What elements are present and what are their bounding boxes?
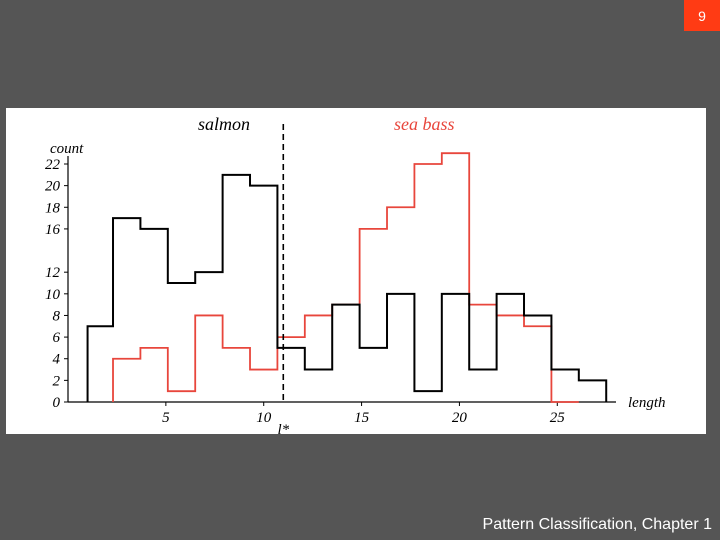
legend-sea-bass: sea bass bbox=[394, 114, 455, 134]
histogram-bin bbox=[223, 175, 250, 402]
histogram-bin bbox=[551, 370, 578, 402]
series-layer bbox=[86, 152, 608, 403]
y-tick-label: 8 bbox=[53, 308, 61, 324]
slide-number: 9 bbox=[684, 0, 720, 31]
histogram-bin bbox=[195, 272, 222, 402]
y-tick-label: 22 bbox=[45, 157, 61, 173]
histogram-bin bbox=[332, 305, 359, 402]
y-tick-label: 20 bbox=[45, 179, 61, 195]
histogram-bin bbox=[360, 348, 387, 402]
histogram-bin bbox=[250, 186, 277, 402]
slide-footer: Pattern Classification, Chapter 1 bbox=[482, 516, 712, 533]
x-axis-label: length bbox=[628, 395, 666, 411]
histogram-bin bbox=[387, 294, 414, 402]
legend-salmon: salmon bbox=[198, 114, 250, 134]
x-tick-label: 25 bbox=[550, 410, 566, 426]
histogram-bin bbox=[140, 229, 167, 402]
histogram-bin bbox=[579, 380, 606, 402]
y-tick-label: 0 bbox=[53, 395, 61, 411]
axes bbox=[67, 156, 616, 403]
threshold-layer: l* bbox=[277, 124, 290, 434]
histogram-bin bbox=[414, 391, 441, 402]
histogram-bin bbox=[497, 294, 524, 402]
y-axis-label: count bbox=[50, 141, 84, 157]
series-salmon bbox=[86, 173, 608, 402]
y-tick-label: 18 bbox=[45, 200, 61, 216]
threshold-label: l* bbox=[277, 422, 289, 434]
y-tick-label: 2 bbox=[53, 373, 61, 389]
histogram-bin bbox=[277, 348, 304, 402]
y-tick-label: 10 bbox=[45, 287, 61, 303]
histogram-bin bbox=[168, 283, 195, 402]
tick-labels: 0 2 4 6 8 10 12 16 18 20 22 5 10 15 20 25 bbox=[45, 157, 565, 426]
histogram-chart: 0 2 4 6 8 10 12 16 18 20 22 5 10 15 20 25 l* count leng… bbox=[6, 108, 706, 434]
histogram-bin bbox=[305, 370, 332, 402]
x-tick-label: 5 bbox=[162, 410, 170, 426]
y-tick-label: 4 bbox=[53, 352, 61, 368]
histogram-bin bbox=[113, 218, 140, 402]
x-tick-label: 15 bbox=[354, 410, 370, 426]
histogram-outline bbox=[86, 173, 608, 402]
y-tick-label: 6 bbox=[53, 330, 61, 346]
histogram-bin bbox=[442, 294, 469, 402]
x-tick-label: 20 bbox=[452, 410, 468, 426]
histogram-bin bbox=[414, 164, 441, 402]
histogram-bin bbox=[88, 326, 113, 402]
chart-svg: 0 2 4 6 8 10 12 16 18 20 22 5 10 15 20 25 l* count leng… bbox=[45, 114, 666, 434]
histogram-bin bbox=[469, 370, 496, 402]
y-tick-label: 16 bbox=[45, 222, 61, 238]
y-tick-label: 12 bbox=[45, 265, 61, 281]
x-tick-label: 10 bbox=[256, 410, 272, 426]
histogram-bin bbox=[524, 315, 551, 402]
